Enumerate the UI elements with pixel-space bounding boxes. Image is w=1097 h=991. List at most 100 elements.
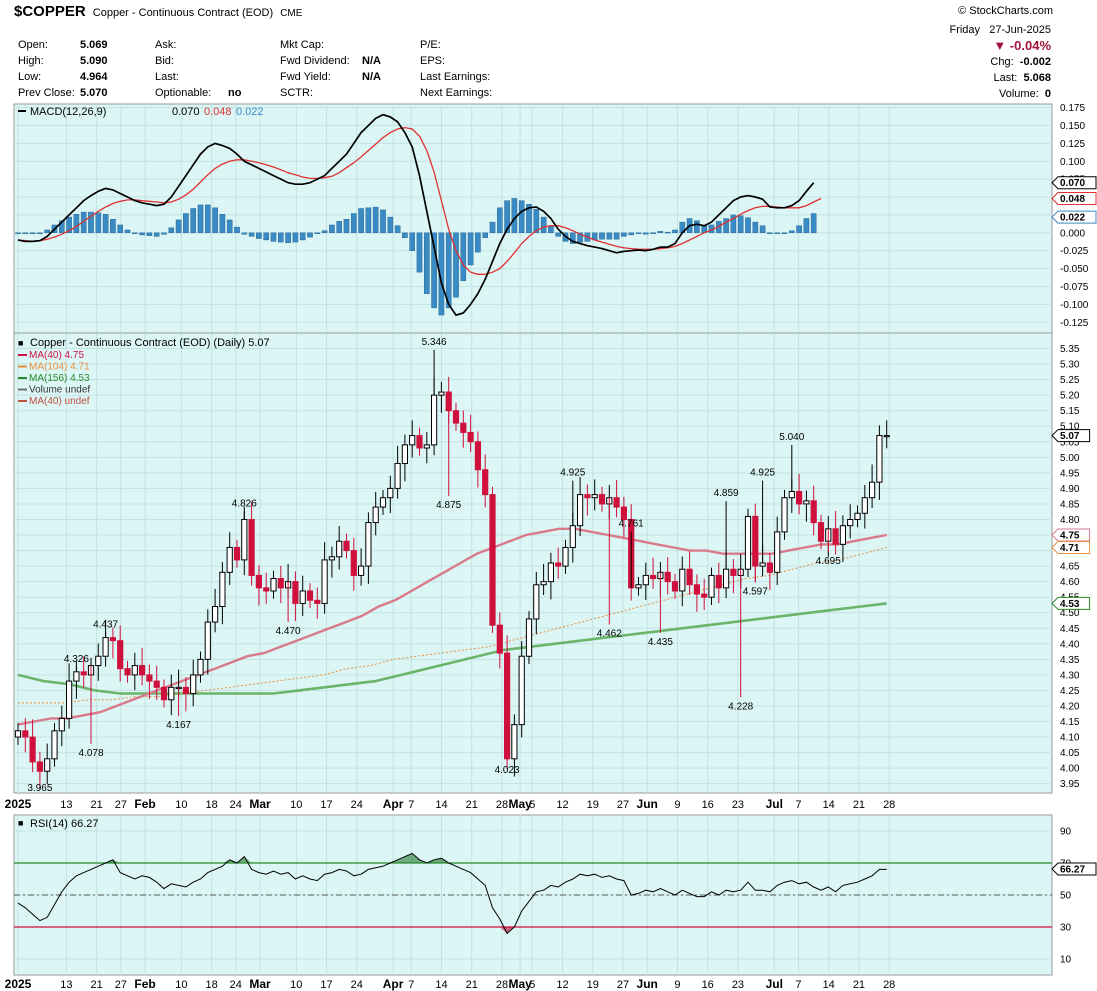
ma-legend-label: MA(40) undef xyxy=(29,396,90,407)
candlestick xyxy=(708,567,715,605)
macd-histogram-bar xyxy=(307,232,313,238)
x-axis-label-bottom: 27 xyxy=(115,979,127,991)
candlestick xyxy=(168,674,175,715)
macd-histogram-bar xyxy=(635,232,642,235)
macd-histogram-bar xyxy=(146,232,153,236)
candlestick xyxy=(730,558,737,594)
macd-histogram-bar xyxy=(387,216,394,234)
macd-histogram-bar xyxy=(336,221,343,234)
x-axis-label: 2025 xyxy=(5,797,32,811)
price-annotation: 4.925 xyxy=(750,468,775,479)
candlestick xyxy=(774,516,781,586)
candlestick xyxy=(95,643,102,681)
y-tick-label: 0.175 xyxy=(1060,103,1085,114)
x-axis-label-bottom: 28 xyxy=(496,979,508,991)
brand-logo[interactable]: © StockCharts.com xyxy=(958,5,1053,17)
candlestick xyxy=(423,432,430,464)
ma-legend-label: Volume undef xyxy=(29,385,90,396)
candlestick xyxy=(66,663,73,729)
candle-body xyxy=(394,463,401,489)
candle-body xyxy=(650,574,657,580)
candle-body xyxy=(620,506,627,520)
candlestick xyxy=(365,512,372,584)
macd-histogram-bar xyxy=(270,232,277,242)
quote-label: Fwd Dividend: xyxy=(280,55,350,67)
candle-body xyxy=(547,562,554,583)
macd-histogram-bar xyxy=(409,232,416,251)
candlestick xyxy=(547,552,554,600)
candle-body xyxy=(139,665,146,676)
macd-histogram-bar xyxy=(263,232,270,241)
candlestick xyxy=(270,570,277,599)
quote-label: Ask: xyxy=(155,39,177,51)
candlestick xyxy=(321,542,328,614)
candle-body xyxy=(774,531,781,573)
volume-value: 0 xyxy=(1044,88,1051,100)
rsi-legend-label: RSI(14) 66.27 xyxy=(30,818,98,830)
candle-body xyxy=(124,668,131,676)
candle-body xyxy=(591,494,598,499)
candle-body xyxy=(839,525,846,545)
price-annotation: 5.346 xyxy=(422,337,447,348)
candle-body xyxy=(292,581,299,604)
price-annotation: 4.761 xyxy=(619,519,644,530)
quote-day: Friday xyxy=(949,24,981,36)
candlestick xyxy=(620,496,627,538)
y-tick-label: 10 xyxy=(1060,955,1072,966)
quote-label: Low: xyxy=(18,71,42,83)
candlestick xyxy=(504,635,511,770)
quote-date-value: 27-Jun-2025 xyxy=(989,24,1051,36)
macd-histogram-bar xyxy=(183,213,189,234)
macd-line xyxy=(17,113,815,317)
candle-body xyxy=(489,494,496,626)
macd-histogram-bar xyxy=(445,232,452,309)
candlestick xyxy=(635,576,642,596)
value-tag xyxy=(1051,176,1097,190)
quote-value: no xyxy=(228,87,242,99)
value-tag xyxy=(1051,429,1091,443)
macd-histogram-bar xyxy=(497,207,503,234)
x-axis-label-bottom: 16 xyxy=(702,979,714,991)
macd-histogram-bar xyxy=(314,232,321,235)
candlestick xyxy=(153,665,160,701)
candlestick xyxy=(482,454,489,508)
candle-body xyxy=(744,515,752,570)
x-axis-label: 27 xyxy=(115,799,127,811)
macd-histogram-bar xyxy=(650,232,656,235)
value-tag-label: 4.53 xyxy=(1060,599,1080,610)
ticker-symbol: $COPPER xyxy=(14,3,86,20)
candle-body xyxy=(321,559,328,604)
y-tick-label: 4.95 xyxy=(1060,468,1080,479)
candle-body xyxy=(255,574,262,589)
candle-body xyxy=(598,494,606,505)
quote-value: 5.070 xyxy=(80,87,108,99)
change-percent: ▼ -0.04% xyxy=(993,38,1051,53)
macd-histogram-bar xyxy=(774,232,780,235)
candle-body xyxy=(511,724,518,760)
x-axis-label-bottom: 13 xyxy=(60,979,72,991)
x-axis-label: 28 xyxy=(883,799,895,811)
candle-body xyxy=(686,568,693,586)
macd-histogram-bar xyxy=(358,208,364,234)
candlestick xyxy=(358,548,365,586)
y-tick-label: 4.35 xyxy=(1060,655,1080,666)
macd-histogram-bar xyxy=(781,232,788,235)
macd-histogram-bar xyxy=(518,200,525,234)
candlestick xyxy=(796,473,803,515)
quote-label: Optionable: xyxy=(155,87,212,99)
macd-histogram-bar xyxy=(657,231,664,234)
candlestick xyxy=(292,571,299,622)
macd-histogram-bar xyxy=(380,209,386,234)
macd-legend-value: 0.070 xyxy=(172,106,200,118)
macd-histogram-bar xyxy=(599,232,605,240)
macd-histogram-bar xyxy=(577,232,583,243)
quote-label: Mkt Cap: xyxy=(280,39,325,51)
candlestick xyxy=(233,539,241,568)
rsi-legend-icon: ■ xyxy=(18,818,23,828)
x-axis-label: Feb xyxy=(134,797,155,811)
y-tick-label: 4.30 xyxy=(1060,670,1080,681)
quote-label: Prev Close: xyxy=(18,87,75,99)
candlestick xyxy=(219,562,226,625)
candlestick xyxy=(277,565,284,604)
candlestick xyxy=(314,587,321,619)
